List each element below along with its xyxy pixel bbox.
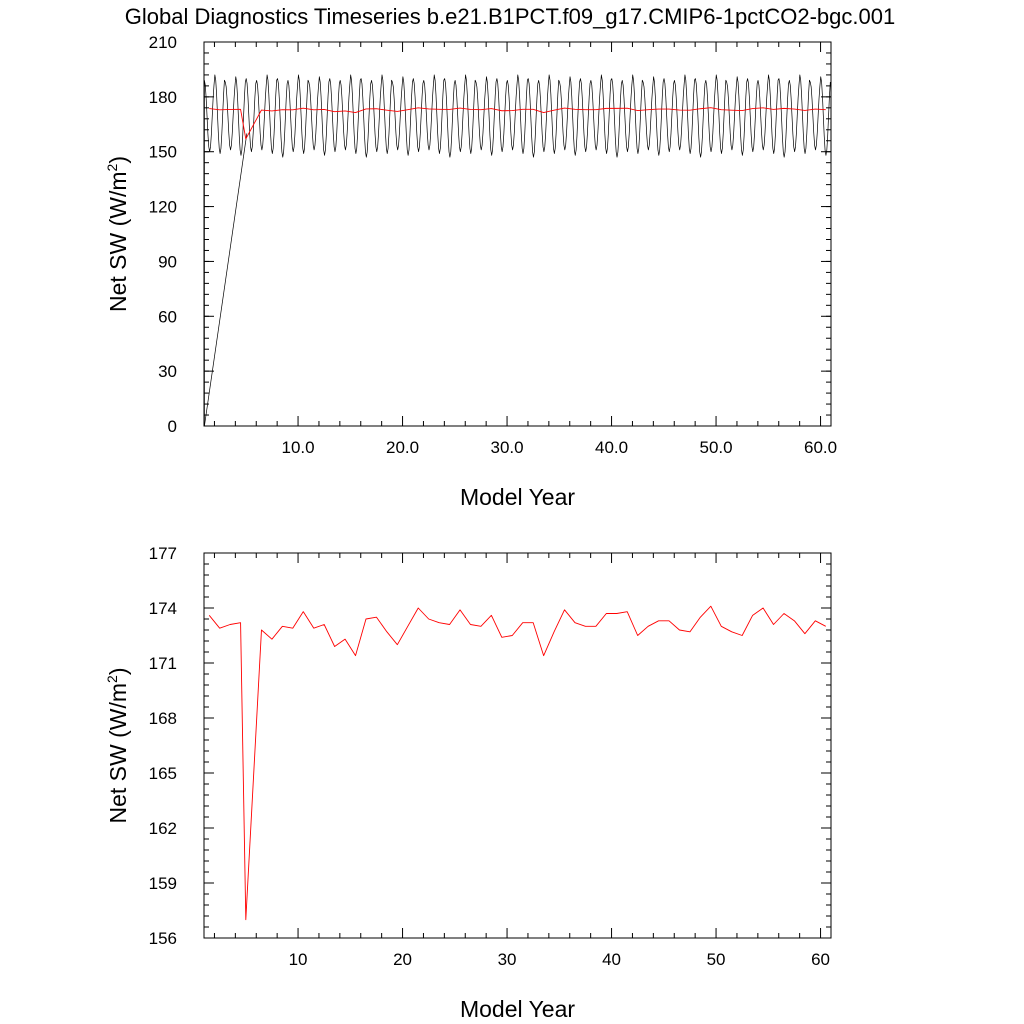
series-line-annual (208, 605, 826, 921)
y-axis-title-superscript: 2 (104, 675, 120, 683)
x-tick-label: 30 (498, 950, 517, 969)
top-chart-panel: 10.0 20.0 30.0 40.0 50.0 60.0 0 30 60 90 120 150 180… (104, 33, 837, 510)
y-tick-label: 174 (149, 599, 177, 618)
y-tick-label: 210 (149, 33, 177, 52)
y-tick-label: 162 (149, 819, 177, 838)
y-tick-label: 159 (149, 874, 177, 893)
y-axis-title-close: ) (105, 156, 131, 164)
series-line-annual (209, 107, 826, 140)
x-tick-label: 30.0 (491, 438, 524, 457)
y-tick-label: 177 (149, 544, 177, 563)
x-tick-label: 10.0 (282, 438, 315, 457)
x-tick-label: 60 (811, 950, 830, 969)
x-tick-label: 60.0 (804, 438, 837, 457)
y-tick-label: 156 (149, 929, 177, 948)
x-tick-label: 40 (602, 950, 621, 969)
y-tick-label: 60 (158, 307, 177, 326)
x-tick-label: 20 (393, 950, 412, 969)
y-tick-label: 171 (149, 654, 177, 673)
y-tick-label: 0 (168, 417, 177, 436)
series-line-monthly (204, 74, 831, 426)
y-tick-label: 180 (149, 88, 177, 107)
x-tick-label: 10 (289, 950, 308, 969)
y-axis-title-superscript: 2 (104, 163, 120, 171)
y-tick-label: 90 (158, 252, 177, 271)
series-line-spinup (204, 133, 248, 427)
plot-frame (203, 552, 832, 939)
y-axis-title: Net SW (W/m2) (104, 667, 131, 823)
y-axis-title-main: Net SW (W/m (105, 171, 131, 312)
x-tick-label: 40.0 (595, 438, 628, 457)
y-tick-label: 165 (149, 764, 177, 783)
y-tick-label: 150 (149, 143, 177, 162)
x-axis-title: Model Year (460, 484, 575, 510)
x-tick-label: 20.0 (386, 438, 419, 457)
y-axis-title-main: Net SW (W/m (105, 683, 131, 824)
y-tick-label: 168 (149, 709, 177, 728)
y-axis-title-close: ) (105, 667, 131, 675)
page-title: Global Diagnostics Timeseries b.e21.B1PC… (125, 4, 895, 29)
plot-frame (203, 41, 832, 427)
x-axis-title: Model Year (460, 996, 575, 1022)
x-tick-label: 50.0 (700, 438, 733, 457)
bottom-chart-panel: 10 20 30 40 50 60 156 159 162 165 168 171 174 177 Mode… (104, 544, 832, 1022)
y-axis-title: Net SW (W/m2) (104, 156, 131, 312)
y-tick-label: 30 (158, 362, 177, 381)
y-tick-label: 120 (149, 198, 177, 217)
x-tick-label: 50 (707, 950, 726, 969)
